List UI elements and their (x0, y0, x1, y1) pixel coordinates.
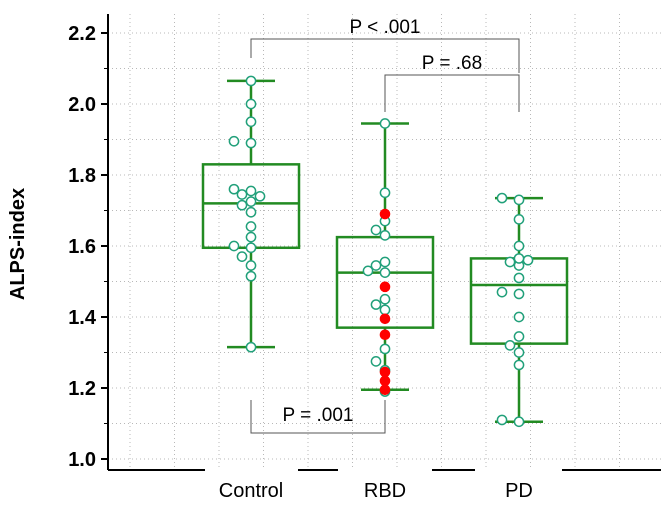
data-point (245, 75, 257, 87)
y-tick-label: 1.8 (68, 165, 96, 187)
bracket-line (384, 74, 520, 112)
x-tick-label: RBD (364, 480, 406, 502)
bracket-rbd-pd: P = .68 (384, 53, 520, 112)
axes: 1.0 1.2 1.4 1.6 1.8 2.0 2.2 Control RBD PD (68, 14, 661, 502)
data-point (379, 267, 391, 278)
points (228, 75, 534, 428)
data-point (245, 116, 257, 128)
data-point (236, 189, 248, 200)
data-point (379, 118, 391, 129)
data-point (245, 206, 257, 218)
data-point (513, 272, 525, 284)
data-point (245, 137, 257, 149)
data-point (513, 416, 525, 428)
data-point (228, 183, 240, 195)
data-point (245, 98, 257, 110)
highlighted-data-point (379, 208, 391, 220)
y-tick-label: 2.2 (68, 23, 96, 45)
data-point (379, 293, 391, 305)
data-point (513, 311, 525, 323)
data-point (513, 240, 525, 252)
data-point (245, 270, 257, 282)
bracket-control-rbd: P = .001 (250, 400, 386, 434)
data-point (513, 214, 525, 225)
y-tick-label: 1.2 (68, 378, 96, 400)
bracket-line (250, 400, 386, 434)
data-point (504, 256, 516, 268)
data-point (379, 230, 391, 241)
bracket-label: P < .001 (350, 17, 421, 38)
data-point (245, 260, 257, 271)
bracket-label: P = .68 (422, 53, 482, 74)
y-tick-label: 1.4 (68, 307, 97, 329)
data-point (379, 187, 391, 199)
bracket-label: P = .001 (283, 405, 354, 426)
highlighted-data-point (379, 366, 391, 378)
highlighted-data-point (379, 329, 391, 341)
data-point (254, 190, 266, 202)
data-point (496, 414, 508, 426)
grid (108, 14, 661, 470)
data-point (245, 185, 257, 197)
data-point (245, 196, 257, 207)
data-point (379, 304, 391, 316)
data-point (513, 194, 525, 206)
highlighted-data-point (379, 281, 391, 293)
bracket-line (250, 38, 520, 73)
x-tick-label: Control (219, 480, 283, 502)
data-point (513, 331, 525, 342)
data-point (379, 343, 391, 355)
data-point (370, 224, 382, 236)
y-axis-label: ALPS-index (7, 188, 29, 300)
data-point (504, 340, 516, 351)
x-tick-label: PD (505, 480, 533, 502)
data-point (496, 286, 508, 298)
data-point (496, 192, 508, 204)
highlighted-data-point (379, 313, 391, 325)
y-tick-label: 2.0 (68, 94, 96, 116)
data-point (513, 288, 525, 300)
data-point (245, 231, 257, 243)
data-point (245, 341, 257, 353)
data-point (370, 260, 382, 271)
data-point (513, 359, 525, 371)
data-point (245, 221, 257, 232)
data-point (379, 256, 391, 268)
highlighted-data-point (379, 375, 391, 387)
data-point (362, 265, 374, 277)
data-point (228, 240, 240, 252)
data-point (236, 251, 248, 262)
data-point (236, 199, 248, 211)
bracket-control-pd: P < .001 (250, 17, 520, 73)
highlighted-data-point (379, 384, 391, 396)
data-point (513, 253, 525, 264)
iqr-box (469, 257, 569, 345)
data-point (370, 299, 382, 310)
data-point (228, 135, 240, 147)
data-point (370, 356, 382, 367)
data-point (522, 254, 534, 266)
data-point (245, 242, 257, 254)
y-tick-label: 1.6 (68, 236, 96, 258)
y-tick-label: 1.0 (68, 449, 96, 471)
data-point (513, 347, 525, 358)
